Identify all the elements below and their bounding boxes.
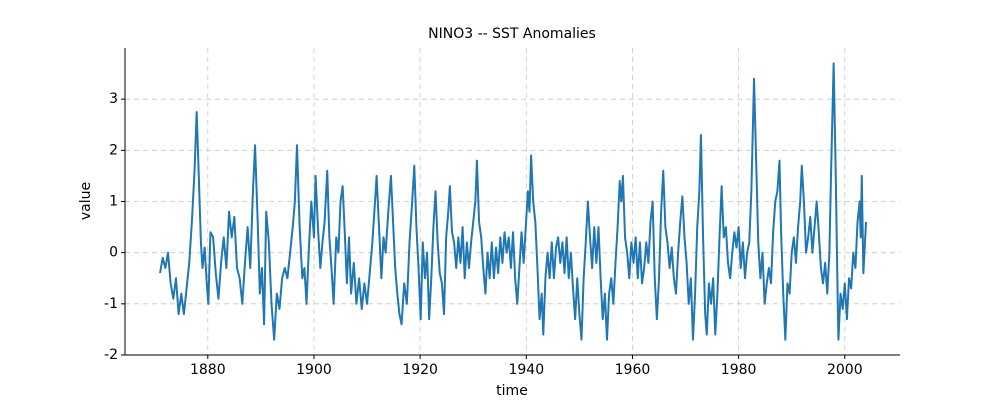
x-tick-label: 1920 [402, 362, 438, 378]
x-tick-label: 1940 [508, 362, 544, 378]
y-tick-label: 1 [109, 194, 118, 210]
x-tick-label: 1880 [190, 362, 226, 378]
y-axis-label: value [78, 182, 94, 220]
chart-title: NINO3 -- SST Anomalies [428, 26, 596, 42]
y-tick-label: -1 [104, 296, 118, 312]
y-tick-label: 3 [109, 91, 118, 107]
x-tick-label: 2000 [827, 362, 863, 378]
x-tick-label: 1980 [721, 362, 757, 378]
x-tick-label: 1960 [615, 362, 651, 378]
series-line [159, 62, 868, 341]
y-tick-label: 0 [109, 245, 118, 261]
y-tick-label: -2 [104, 347, 118, 363]
x-axis-label: time [496, 383, 528, 399]
x-tick-label: 1900 [296, 362, 332, 378]
y-tick-label: 2 [109, 142, 118, 158]
